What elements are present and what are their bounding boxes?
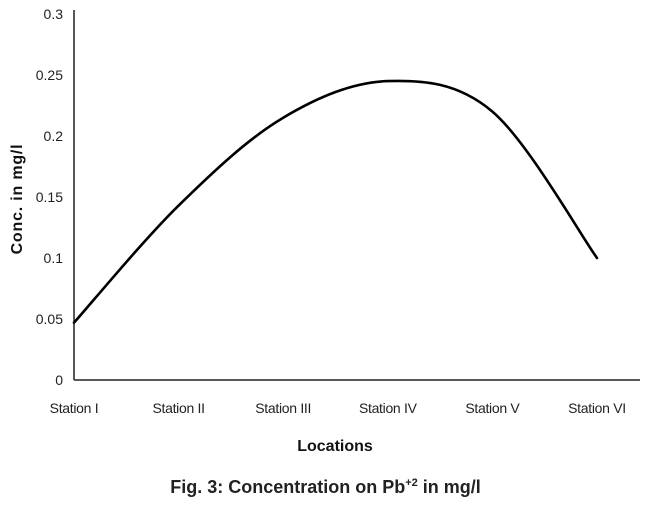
y-tick-label: 0.1 [44, 250, 64, 266]
caption-suffix: in mg/l [417, 477, 481, 497]
y-axis-ticks: 0 0.05 0.1 0.15 0.2 0.25 0.3 [36, 6, 63, 388]
y-tick-label: 0.15 [36, 189, 63, 205]
y-axis-title: Conc. in mg/l [9, 144, 26, 255]
axes [73, 10, 640, 381]
series-line [72, 79, 599, 324]
x-axis-labels: Station I Station II Station III Station IV… [50, 400, 626, 416]
figure-caption: Fig. 3: Concentration on Pb+2 in mg/l [0, 477, 651, 498]
caption-prefix: Fig. 3: Concentration on Pb [170, 477, 406, 497]
y-tick-label: 0 [55, 372, 63, 388]
x-tick-label: Station V [465, 400, 520, 416]
y-tick-label: 0.25 [36, 67, 63, 83]
x-axis-title: Locations [297, 438, 373, 455]
series-group [72, 79, 599, 324]
x-tick-label: Station I [50, 400, 99, 416]
x-tick-label: Station VI [568, 400, 626, 416]
y-tick-label: 0.2 [44, 128, 64, 144]
caption-superscript: +2 [405, 477, 418, 489]
y-tick-label: 0.05 [36, 311, 63, 327]
x-tick-label: Station IV [359, 400, 418, 416]
x-tick-label: Station III [255, 400, 311, 416]
y-tick-label: 0.3 [44, 6, 64, 22]
x-tick-label: Station II [152, 400, 204, 416]
